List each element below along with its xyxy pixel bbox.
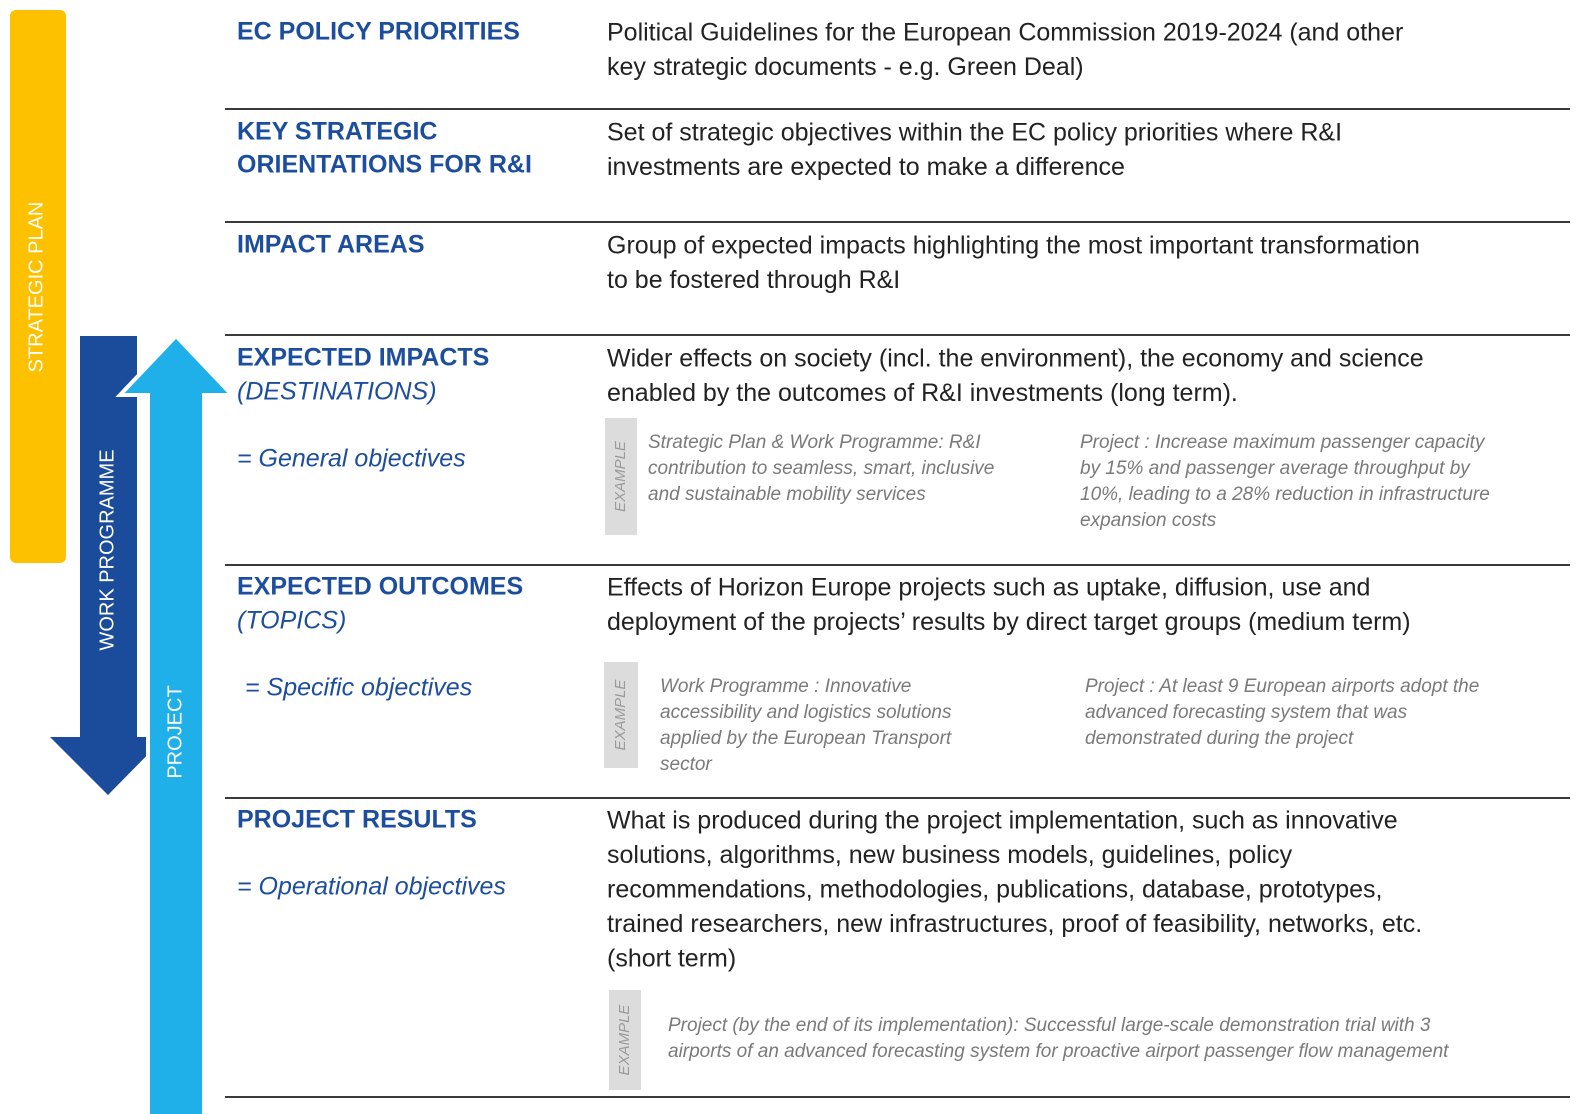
row-objective: = Operational objectives — [237, 873, 506, 901]
row-subterm: (TOPICS) — [237, 607, 346, 635]
example-text: expansion costs — [1080, 510, 1217, 531]
row-description: to be fostered through R&I — [607, 266, 900, 294]
row-subterm: (DESTINATIONS) — [237, 378, 437, 406]
example-tag — [604, 662, 638, 768]
work-programme-label: WORK PROGRAMME — [96, 449, 118, 650]
project-label: PROJECT — [164, 685, 186, 778]
example-text: accessibility and logistics solutions — [660, 702, 952, 723]
example-text: Strategic Plan & Work Programme: R&I — [648, 432, 981, 453]
example-text: and sustainable mobility services — [648, 484, 926, 505]
example-text: airports of an advanced forecasting syst… — [668, 1041, 1449, 1062]
example-tag — [609, 990, 641, 1090]
row-description: investments are expected to make a diffe… — [607, 153, 1125, 181]
example-text: Project : At least 9 European airports a… — [1085, 676, 1479, 697]
row-description: Wider effects on society (incl. the envi… — [607, 345, 1424, 373]
row-term: PROJECT RESULTS — [237, 806, 477, 834]
row-description: solutions, algorithms, new business mode… — [607, 841, 1293, 869]
example-text: demonstrated during the project — [1085, 728, 1354, 749]
row-term: ORIENTATIONS FOR R&I — [237, 151, 532, 179]
row-description: recommendations, methodologies, publicat… — [607, 876, 1382, 904]
example-text: 10%, leading to a 28% reduction in infra… — [1080, 484, 1490, 505]
row-description: (short term) — [607, 945, 736, 973]
example-text: Project : Increase maximum passenger cap… — [1080, 432, 1486, 453]
row-description: What is produced during the project impl… — [607, 807, 1398, 835]
example-text: Project (by the end of its implementatio… — [668, 1015, 1431, 1036]
example-label: EXAMPLE — [612, 679, 629, 751]
row-description: key strategic documents - e.g. Green Dea… — [607, 53, 1084, 81]
example-tag — [605, 418, 637, 535]
example-text: applied by the European Transport — [660, 728, 952, 749]
example-text: Work Programme : Innovative — [660, 676, 911, 697]
work-programme-arrow — [50, 336, 165, 795]
row-term: EXPECTED OUTCOMES — [237, 573, 523, 601]
row-description: enabled by the outcomes of R&I investmen… — [607, 379, 1238, 407]
row-term: EXPECTED IMPACTS — [237, 344, 489, 372]
separators — [225, 108, 1570, 1098]
row-term: EC POLICY PRIORITIES — [237, 18, 520, 46]
example-label: EXAMPLE — [612, 440, 629, 512]
row-description: Set of strategic objectives within the E… — [607, 119, 1342, 147]
example-text: advanced forecasting system that was — [1085, 702, 1408, 723]
strategic-plan-label: STRATEGIC PLAN — [25, 202, 47, 373]
row-description: Group of expected impacts highlighting t… — [607, 232, 1420, 260]
row-objective: = General objectives — [237, 445, 466, 473]
example-text: contribution to seamless, smart, inclusi… — [648, 458, 994, 479]
row-description: Effects of Horizon Europe projects such … — [607, 574, 1370, 602]
strategic-plan-bar — [10, 10, 66, 563]
row-description: deployment of the projects’ results by d… — [607, 608, 1411, 636]
example-label: EXAMPLE — [616, 1004, 633, 1076]
row-description: Political Guidelines for the European Co… — [607, 19, 1403, 47]
example-text: sector — [660, 754, 712, 775]
row-term: KEY STRATEGIC — [237, 118, 438, 146]
project-arrow — [115, 333, 237, 1114]
example-text: by 15% and passenger average throughput … — [1080, 458, 1471, 479]
row-objective: = Specific objectives — [245, 674, 472, 702]
row-term: IMPACT AREAS — [237, 231, 425, 259]
row-description: trained researchers, new infrastructures… — [607, 910, 1422, 938]
